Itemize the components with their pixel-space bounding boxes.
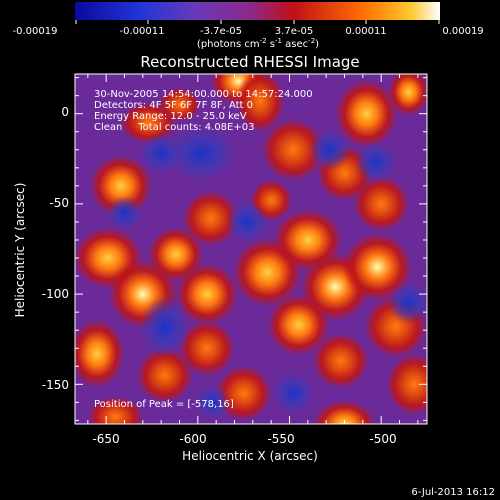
colorbar-unit-label: (photons cm-2 s-1 asec-2) <box>197 37 319 50</box>
negative-residual <box>387 282 427 324</box>
x-tick-label: -650 <box>92 432 119 446</box>
y-tick-label: -150 <box>42 378 69 392</box>
emission-source <box>335 79 398 148</box>
emission-source <box>147 226 204 282</box>
emission-source <box>386 353 427 416</box>
emission-source <box>313 400 376 424</box>
annotation-detectors: Detectors: 4F 5F 6F 7F 8F, Att 0 <box>94 100 253 111</box>
plot-title: Reconstructed RHESSI Image <box>140 53 359 71</box>
negative-residual <box>308 129 351 171</box>
negative-residual <box>166 125 237 181</box>
y-tick-label: 0 <box>61 105 69 119</box>
footer-date: 6-Jul-2013 16:12 <box>411 487 495 498</box>
colorbar-tick-label: 3.7e-05 <box>275 26 313 37</box>
annotation-peak-position: Position of Peak = [-578,16] <box>94 399 234 410</box>
colorbar-tick-label: 0.00011 <box>345 26 386 37</box>
x-tick-label: -600 <box>179 432 206 446</box>
x-tick-label: -550 <box>267 432 294 446</box>
negative-residual <box>226 201 269 243</box>
colorbar-tick-label: -3.7e-05 <box>200 26 242 37</box>
x-tick-label: -500 <box>369 432 396 446</box>
emission-source <box>387 74 427 117</box>
emission-source <box>158 87 201 122</box>
negative-residual <box>107 195 142 231</box>
annotation-energy-range: Energy Range: 12.0 - 25.0 keV <box>94 111 247 122</box>
negative-residual <box>140 132 183 174</box>
emission-source <box>353 176 410 232</box>
negative-residual <box>195 385 230 420</box>
emission-source <box>261 118 325 181</box>
image-map <box>75 74 427 424</box>
y-tick-label: -100 <box>42 287 69 301</box>
emission-source <box>215 365 272 421</box>
negative-residual <box>140 295 190 358</box>
emission-source <box>179 320 235 376</box>
axis-ticks <box>75 74 427 424</box>
emission-source <box>87 396 144 424</box>
emission-source <box>235 74 285 132</box>
emission-source <box>182 190 239 246</box>
x-axis-label: Heliocentric X (arcsec) <box>182 449 318 463</box>
plot-frame <box>74 73 428 425</box>
colorbar-tick-label: -0.00019 <box>13 26 58 37</box>
colorbar <box>75 2 440 20</box>
colorbar-ticks <box>75 20 440 24</box>
y-tick-label: -50 <box>49 196 69 210</box>
emission-source <box>175 263 239 325</box>
colorbar-tick-label: 0.00019 <box>442 26 483 37</box>
annotation-time-range: 30-Nov-2005 14:54:00.000 to 14:57:24.000 <box>94 89 313 100</box>
negative-residual <box>354 141 397 183</box>
negative-residual <box>272 372 315 414</box>
emission-source <box>312 333 369 389</box>
emission-source <box>136 347 193 403</box>
y-axis-label: Heliocentric Y (arcsec) <box>13 183 27 318</box>
colorbar-tick-label: -0.00011 <box>120 26 165 37</box>
emission-source <box>75 319 125 388</box>
emission-source <box>342 232 413 302</box>
emission-source <box>267 293 331 356</box>
annotation-method: Clean Total counts: 4.08E+03 <box>94 122 254 133</box>
